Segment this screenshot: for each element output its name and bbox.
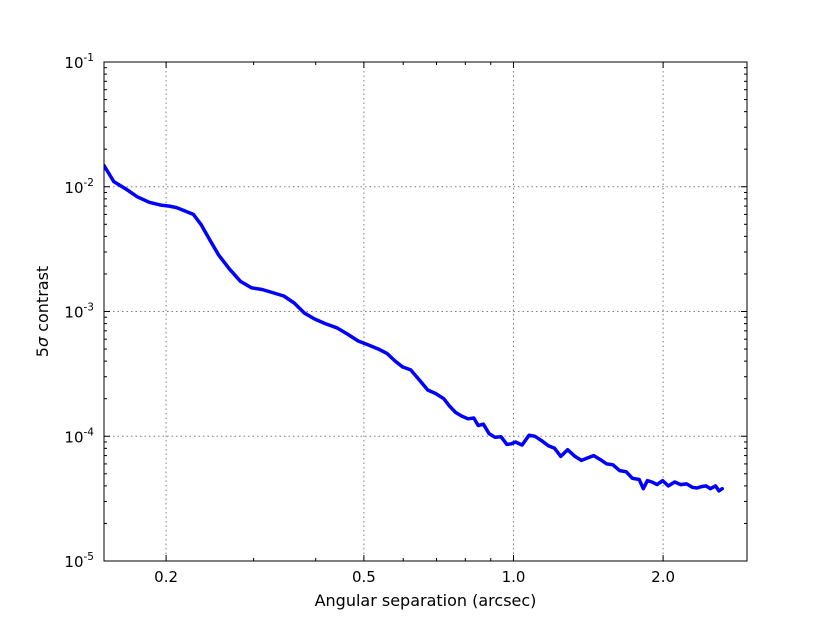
y-tick-label: 10-4 bbox=[64, 426, 94, 446]
y-tick-label: 10-3 bbox=[64, 302, 94, 322]
x-tick-label: 0.5 bbox=[352, 568, 376, 586]
x-tick-label: 0.2 bbox=[154, 568, 178, 586]
y-tick-base: 10 bbox=[64, 54, 83, 72]
tick-labels: 0.2 0.5 1.0 2.010-510-410-310-210-1 bbox=[64, 52, 675, 586]
y-tick-base: 10 bbox=[64, 428, 83, 446]
y-tick-exponent: -2 bbox=[84, 177, 94, 189]
y-axis-label-sigma: σ bbox=[33, 336, 52, 347]
axis-ticks bbox=[104, 61, 747, 562]
y-axis-label-suffix: contrast bbox=[33, 266, 52, 337]
x-axis-label: Angular separation (arcsec) bbox=[315, 591, 537, 610]
contrast-curve-line bbox=[104, 163, 724, 493]
grid-lines bbox=[104, 62, 747, 561]
y-tick-exponent: -4 bbox=[84, 426, 95, 438]
x-tick-label: 1.0 bbox=[502, 568, 526, 586]
y-tick-exponent: -1 bbox=[84, 52, 94, 64]
x-tick-label: 2.0 bbox=[651, 568, 675, 586]
y-axis-label-prefix: 5 bbox=[33, 347, 52, 357]
y-tick-base: 10 bbox=[64, 304, 83, 322]
y-axis-label: 5σ contrast bbox=[33, 266, 52, 357]
y-tick-label: 10-1 bbox=[64, 52, 94, 72]
y-tick-exponent: -3 bbox=[84, 302, 94, 314]
y-tick-base: 10 bbox=[64, 553, 83, 571]
y-tick-label: 10-5 bbox=[64, 551, 94, 571]
y-tick-label: 10-2 bbox=[64, 177, 94, 197]
y-tick-exponent: -5 bbox=[84, 551, 94, 563]
plot-data bbox=[104, 163, 724, 493]
y-tick-base: 10 bbox=[64, 179, 83, 197]
